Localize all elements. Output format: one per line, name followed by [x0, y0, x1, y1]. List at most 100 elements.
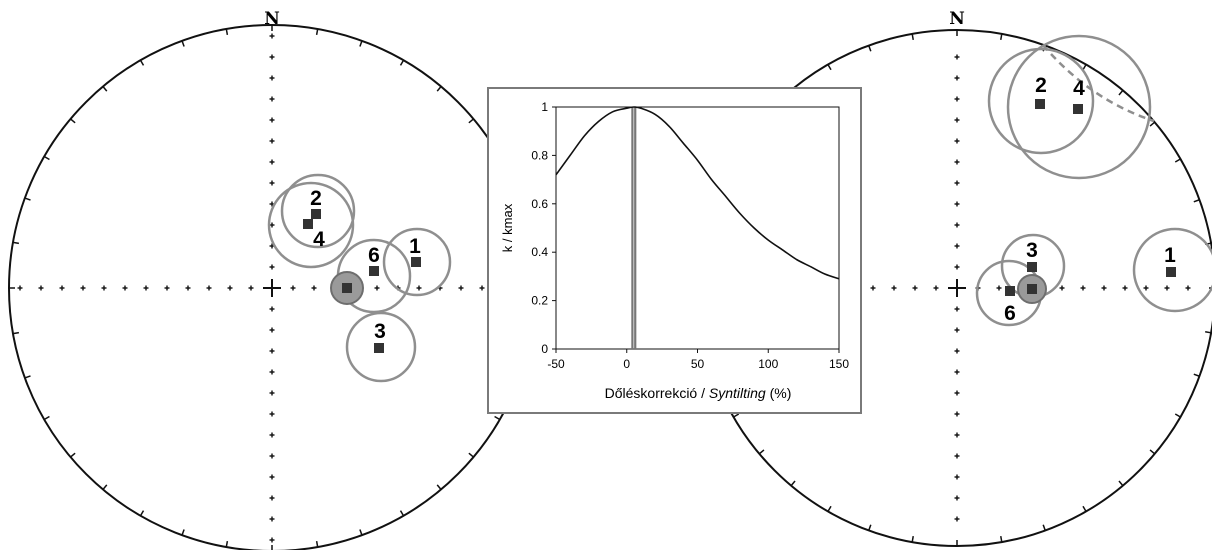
right-net-rim-tick: [1118, 89, 1124, 96]
right-net-rim-tick: [911, 536, 914, 543]
left-net-rim-tick: [43, 415, 50, 421]
right-net-rim-tick: [1082, 64, 1087, 71]
left-net-rim-tick: [225, 28, 229, 36]
left-net-rim-tick: [181, 40, 185, 47]
right-net-rim-tick: [911, 33, 914, 40]
right-site-mean-marker: [1166, 267, 1176, 277]
left-site-label: 2: [310, 187, 322, 210]
right-site-label: 1: [1164, 244, 1176, 267]
left-net-rim-tick: [24, 375, 31, 379]
left-net-rim-tick: [468, 118, 474, 124]
y-axis-ticks: 0 0.2 0.4 0.6 0.8 1: [531, 100, 556, 356]
right-site-label: 4: [1073, 77, 1085, 100]
right-site-cone-lower-hemisphere: [1042, 44, 1155, 123]
left-site-label: 6: [368, 244, 380, 267]
left-overall-mean-marker: [342, 283, 352, 293]
right-net-rim-tick: [1149, 449, 1156, 455]
y-tick-label: 1: [541, 100, 548, 114]
left-net-rim-tick: [43, 155, 50, 161]
left-site-mean-marker: [303, 219, 313, 229]
right-site-mean-marker: [1005, 286, 1015, 296]
left-net-rim-tick: [359, 40, 363, 47]
right-net-rim-tick: [868, 45, 872, 52]
left-site-label: 1: [409, 235, 421, 258]
left-net-rim-tick: [436, 86, 442, 92]
y-tick-label: 0: [541, 342, 548, 356]
y-tick-label: 0.6: [531, 197, 548, 211]
left-net-rim-tick: [494, 415, 501, 421]
left-north-label: N: [264, 9, 280, 29]
left-net-rim-tick: [24, 197, 31, 201]
right-net-rim-tick: [1193, 373, 1200, 377]
x-tick-label: -50: [547, 357, 565, 371]
right-net-rim-tick: [827, 505, 832, 512]
right-site-label: 3: [1026, 239, 1038, 262]
x-tick-label: 0: [623, 357, 630, 371]
right-net-rim-tick: [790, 480, 796, 487]
right-net-rim-tick: [1174, 158, 1181, 163]
left-site-mean-marker: [374, 343, 384, 353]
left-net-cross: [17, 33, 527, 543]
right-site-mean-marker: [1035, 99, 1045, 109]
left-net-rim-tick: [102, 484, 108, 490]
right-site-cone: [1132, 227, 1212, 313]
left-site-mean-marker: [369, 266, 379, 276]
right-site-mean-marker: [1027, 262, 1037, 272]
right-net-rim-tick: [1174, 413, 1181, 418]
x-tick-label: 50: [691, 357, 705, 371]
left-stereonet: N: [8, 9, 536, 550]
y-tick-label: 0.8: [531, 148, 548, 162]
left-site-label: 3: [374, 320, 386, 343]
right-net-rim-tick: [1000, 33, 1003, 40]
x-axis-ticks: -50 0 50 100 150: [547, 349, 849, 371]
right-site-cone: [987, 47, 1095, 155]
y-axis-label: k / kmax: [500, 203, 515, 252]
left-site-cone: [267, 181, 355, 269]
left-net-rim-tick: [12, 331, 20, 335]
right-net-rim-tick: [758, 449, 765, 455]
right-net-rim-tick: [1042, 524, 1046, 531]
left-net-rim-tick: [315, 540, 319, 548]
left-net-rim-tick: [181, 529, 185, 536]
x-axis-label-suffix: (%): [766, 385, 792, 401]
right-net-rim-tick: [1000, 536, 1003, 543]
right-site-cone: [1006, 34, 1152, 180]
left-net-rim-tick: [225, 540, 229, 548]
right-net-rim-tick: [827, 64, 832, 71]
right-net-rim-tick: [733, 413, 740, 418]
left-site-cone: [280, 173, 356, 249]
inset-frame: [487, 87, 862, 414]
y-tick-label: 0.2: [531, 294, 548, 308]
right-net-rim-tick: [1118, 480, 1124, 487]
left-net-sites: 2 4 6 1 3: [267, 173, 452, 383]
left-site-cone: [345, 311, 417, 383]
right-site-mean-marker: [1073, 104, 1083, 114]
x-axis-label-prefix: Dőléskorrekció /: [605, 385, 709, 401]
x-tick-label: 100: [758, 357, 778, 371]
right-net-rim-tick: [1205, 331, 1212, 334]
fold-test-inset: 00.20.40.60.81 -50 0 50 100 150 k / kmax Dől…: [487, 87, 862, 414]
left-site-mean-marker: [311, 209, 321, 219]
left-net-rim-tick: [102, 86, 108, 92]
right-site-label: 6: [1004, 302, 1016, 325]
left-net-rim-tick: [399, 59, 405, 66]
left-net-rim-tick: [12, 241, 20, 245]
right-net-rim-tick: [1149, 121, 1156, 127]
right-site-label: 2: [1035, 74, 1047, 97]
left-net-rim-tick: [436, 484, 442, 490]
right-net-rim-tick: [868, 524, 872, 531]
right-net-rim-tick: [1082, 505, 1087, 512]
right-net-rim-tick: [1193, 199, 1200, 203]
left-net-rim-tick: [139, 59, 145, 66]
left-net-rim-tick: [315, 28, 319, 36]
right-net-sites: 2 4 3 1 6: [975, 34, 1212, 327]
right-overall-mean-marker: [1027, 284, 1037, 294]
left-net-rim-tick: [70, 118, 76, 124]
left-net-rim-tick: [359, 529, 363, 536]
left-net-rim-tick: [70, 452, 76, 458]
left-net-rim-tick: [468, 452, 474, 458]
left-net-rim-tick: [399, 510, 405, 517]
right-north-label: N: [949, 9, 965, 29]
left-site-mean-marker: [411, 257, 421, 267]
